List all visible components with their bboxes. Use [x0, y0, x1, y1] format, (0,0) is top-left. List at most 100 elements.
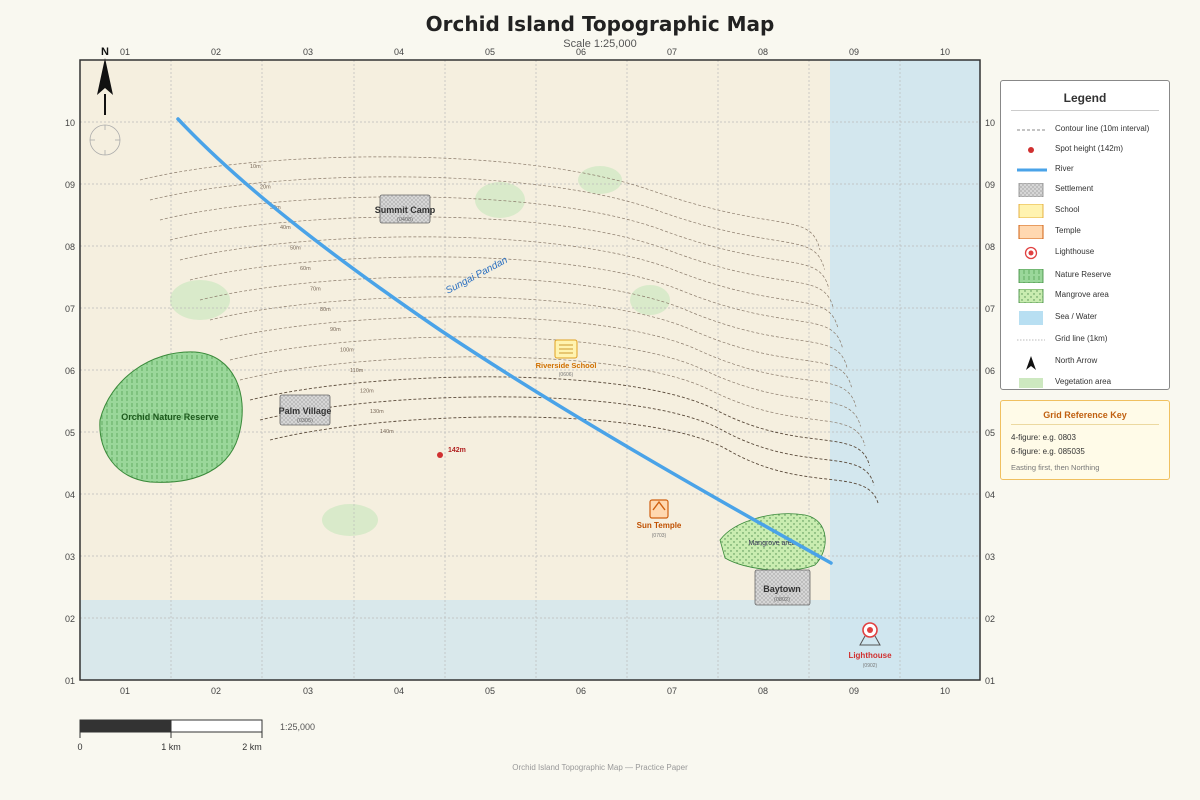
northing-label-left: 08 — [65, 242, 75, 252]
easting-label-bottom: 05 — [485, 686, 495, 696]
north-arrow-icon — [1017, 355, 1043, 370]
spot-height-icon — [437, 452, 443, 458]
settlement-symbol — [379, 194, 431, 224]
legend-item-label: Lighthouse — [1055, 247, 1095, 256]
nature-reserve-area — [99, 351, 243, 483]
legend-item-label: Settlement — [1055, 184, 1094, 193]
sun-temple-label: Sun Temple — [637, 521, 682, 530]
northing-label-right: 04 — [985, 490, 995, 500]
mangrove-area — [719, 513, 826, 571]
contour-line — [179, 236, 839, 329]
easting-label-bottom: 07 — [667, 686, 677, 696]
northing-label-right: 03 — [985, 552, 995, 562]
northing-label-left: 05 — [65, 428, 75, 438]
easting-label-bottom: 08 — [758, 686, 768, 696]
northing-label-left: 01 — [65, 676, 75, 686]
contour-label: 120m — [360, 388, 374, 394]
contour-label: 70m — [310, 286, 321, 292]
vegetation-patch — [578, 166, 622, 194]
contour-line — [189, 256, 843, 349]
contour-label: 110m — [350, 368, 364, 374]
contour-line — [269, 416, 879, 505]
vegetation-patch — [630, 285, 670, 315]
legend-item: Vegetation area — [1001, 374, 1171, 394]
riverside-school-label: Riverside School — [536, 361, 597, 370]
northing-label-right: 01 — [985, 676, 995, 686]
grid-line-icon — [1017, 333, 1045, 347]
easting-label-top: 03 — [303, 47, 313, 57]
contour-line — [169, 216, 834, 309]
north-arrow-icon — [97, 58, 113, 115]
legend-item-label: Sea / Water — [1055, 312, 1097, 321]
contour-label: 20m — [260, 184, 271, 190]
easting-label-top: 10 — [940, 47, 950, 57]
contour-lines: 10m20m30m40m50m60m70m80m90m100m110m120m1… — [139, 156, 879, 505]
easting-label-bottom: 04 — [394, 686, 404, 696]
spot-height-label: 142m — [448, 447, 466, 454]
northing-label-right: 09 — [985, 180, 995, 190]
legend-panel: Legend Contour line (10m interval) Spot h… — [1000, 80, 1170, 390]
legend-item: Temple — [1001, 223, 1171, 243]
lighthouse-icon — [859, 622, 881, 646]
grid-key-title: Grid Reference Key — [1043, 410, 1127, 420]
northing-label-right: 08 — [985, 242, 995, 252]
easting-label-top: 08 — [758, 47, 768, 57]
river-icon — [1017, 163, 1047, 177]
contour-line — [259, 396, 875, 486]
northing-label-left: 07 — [65, 304, 75, 314]
legend-item: Settlement — [1001, 181, 1171, 201]
contour-line — [209, 296, 852, 388]
map-title: Orchid Island Topographic Map — [425, 12, 775, 36]
northing-label-right: 10 — [985, 118, 995, 128]
scale-bar-mid: 1 km — [161, 742, 181, 752]
northing-label-right: 02 — [985, 614, 995, 624]
scale-bar-ratio: 1:25,000 — [280, 722, 315, 732]
contour-label: 60m — [300, 266, 311, 272]
lighthouse-ref: (0902) — [863, 663, 878, 669]
easting-label-bottom: 10 — [940, 686, 950, 696]
mangrove-label: Mangrove area — [748, 540, 795, 547]
easting-label-top: 05 — [485, 47, 495, 57]
northing-label-left: 02 — [65, 614, 75, 624]
contour-line — [229, 336, 861, 427]
legend-item-label: Vegetation area — [1055, 377, 1112, 386]
vegetation-patch — [322, 504, 378, 536]
northing-label-left: 03 — [65, 552, 75, 562]
nature-reserve-label: Orchid Nature Reserve — [121, 412, 219, 422]
contour-label: 10m — [250, 164, 261, 170]
legend-item: Lighthouse — [1001, 244, 1171, 264]
riverside-school-ref: (0606) — [559, 372, 574, 378]
legend-title: Legend — [1063, 91, 1107, 105]
contour-line-icon — [1017, 123, 1045, 137]
map-scale-subtitle: Scale 1:25,000 — [563, 38, 637, 50]
legend-item-label: Contour line (10m interval) — [1055, 124, 1150, 133]
legend-item: North Arrow — [1001, 353, 1171, 373]
contour-line — [159, 196, 830, 290]
contour-label: 130m — [370, 409, 384, 415]
contour-label: 100m — [340, 348, 354, 354]
lighthouse-icon — [1017, 246, 1043, 260]
school-icon — [1017, 203, 1044, 219]
grid-reference-key: Grid Reference Key 4-figure: e.g. 0803 6… — [1000, 400, 1170, 480]
scale-bar — [79, 719, 263, 738]
easting-label-top: 01 — [120, 47, 130, 57]
legend-item: Nature Reserve — [1001, 267, 1171, 287]
legend-item-label: Grid line (1km) — [1055, 334, 1108, 343]
sun-temple-ref: (0703) — [652, 533, 667, 539]
grid-key-line-1: 4-figure: e.g. 0803 — [1011, 433, 1076, 442]
vegetation-icon — [1017, 376, 1043, 390]
northing-label-left: 09 — [65, 180, 75, 190]
sea-south — [80, 600, 980, 680]
spot-height-icon — [1017, 143, 1043, 157]
baytown-label: Baytown — [763, 584, 801, 594]
northing-label-left: 04 — [65, 490, 75, 500]
map-frame — [79, 59, 981, 681]
legend-item: Contour line (10m interval) — [1001, 121, 1171, 141]
settlement-icon — [1017, 182, 1044, 198]
temple-icon — [649, 499, 669, 519]
vegetation-patch — [475, 182, 525, 218]
contour-label: 40m — [280, 225, 291, 231]
temple-icon — [1017, 224, 1044, 240]
north-label: N — [101, 46, 109, 58]
